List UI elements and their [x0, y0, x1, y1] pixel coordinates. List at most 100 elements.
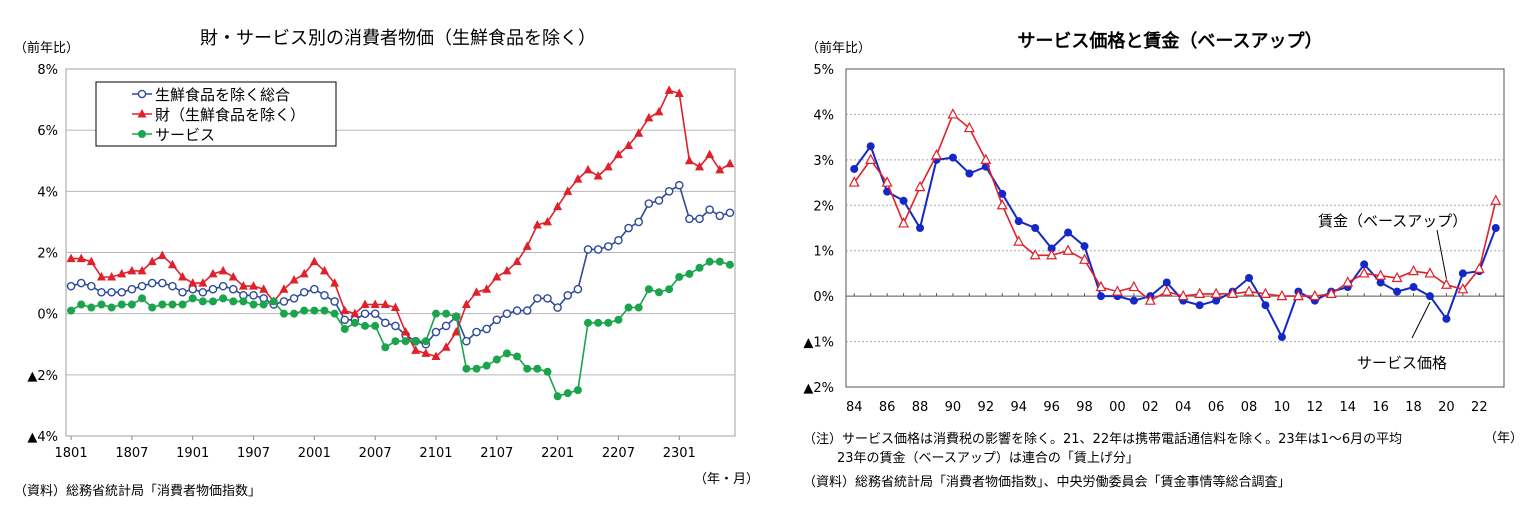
right-series-1-point	[965, 169, 974, 178]
left-series-1-point	[705, 205, 714, 214]
left-series-3-point	[502, 349, 511, 358]
left-series-3-point	[614, 315, 623, 324]
left-series-2-point	[96, 271, 106, 281]
left-series-1-point	[228, 284, 238, 294]
left-series-2-point	[401, 327, 411, 336]
left-series-2-point	[228, 271, 238, 281]
left-x-axis-label: （年・月）	[694, 472, 759, 487]
right-x-tick-label: 10	[1274, 400, 1291, 415]
right-series-1-point	[1245, 273, 1254, 282]
left-series-2-point	[634, 128, 644, 137]
left-series-2-point	[289, 275, 299, 284]
left-series-1-point	[157, 278, 167, 288]
left-series-3-point	[573, 386, 582, 395]
left-series-3-point	[77, 300, 86, 309]
right-x-tick-label: 06	[1208, 400, 1225, 415]
right-x-tick-label: 12	[1307, 400, 1324, 415]
legend-swatch-marker-2	[137, 109, 147, 118]
right-series-line-1	[853, 144, 1497, 340]
right-x-tick-label: 02	[1142, 400, 1159, 415]
left-y-tick-label: 2%	[37, 247, 58, 262]
right-series-2-point	[881, 176, 893, 187]
left-series-2-point	[431, 351, 441, 360]
left-series-2-point	[553, 201, 563, 211]
left-series-3-point	[715, 257, 724, 266]
right-x-tick-label: 98	[1076, 400, 1093, 415]
right-plot-area	[845, 68, 1505, 388]
right-series-1-point	[1277, 333, 1286, 342]
left-series-2-point	[583, 164, 593, 174]
right-series-1-point	[1360, 260, 1369, 269]
left-series-2-point	[421, 348, 431, 357]
left-series-1-point	[654, 196, 664, 205]
left-series-1-point	[97, 287, 106, 297]
left-series-3-point	[269, 297, 278, 306]
left-series-3-point	[67, 306, 76, 315]
left-series-1-point	[624, 223, 633, 233]
left-series-2-point	[613, 149, 623, 159]
right-x-tick-label: 94	[1010, 400, 1027, 415]
left-series-3-point	[350, 318, 359, 327]
left-series-3-point	[300, 306, 309, 315]
right-x-tick-label: 16	[1372, 400, 1389, 415]
left-series-3-point	[513, 352, 522, 361]
left-series-2-point	[107, 271, 117, 281]
left-series-2-point	[299, 268, 309, 278]
left-series-2-point	[350, 308, 360, 318]
left-series-2-point	[674, 88, 684, 97]
left-series-1-point	[66, 281, 76, 291]
left-series-3-point	[442, 309, 451, 318]
left-series-1-point	[563, 291, 573, 300]
right-series-1-point	[1096, 292, 1105, 301]
right-series-2-point	[1473, 262, 1485, 273]
left-series-2-point	[117, 268, 127, 278]
legend-swatch-marker-3	[138, 130, 146, 138]
left-x-tick-label: 2007	[359, 446, 392, 461]
left-series-2-point	[188, 278, 198, 287]
left-series-1-point	[310, 284, 319, 294]
right-series-2-point	[1440, 278, 1452, 289]
left-series-2-point	[593, 171, 603, 180]
right-series-2-point	[1210, 287, 1222, 298]
right-series-2-point	[865, 153, 877, 164]
right-series-1-point	[1393, 287, 1402, 296]
left-series-3-point	[421, 337, 430, 346]
left-series-1-point	[634, 217, 644, 227]
legend-swatch-marker-1	[137, 89, 147, 99]
right-series-1-point	[1080, 242, 1089, 251]
left-series-3-point	[411, 337, 420, 346]
left-series-3-point	[208, 297, 217, 306]
left-y-tick-label: ▲4%	[27, 430, 58, 445]
left-x-tick-label: 2201	[541, 446, 574, 461]
right-series-1-point	[1212, 296, 1221, 305]
right-series-2-point	[1079, 253, 1091, 264]
left-x-tick-label: 1901	[176, 446, 209, 461]
left-series-3-point	[381, 343, 390, 352]
left-series-2-point	[309, 256, 319, 266]
left-series-1-point	[168, 281, 177, 291]
left-series-2-point	[127, 265, 137, 275]
left-series-2-point	[86, 256, 96, 266]
right-x-tick-label: 84	[846, 400, 863, 415]
left-series-2-point	[208, 268, 218, 278]
right-x-tick-label: 18	[1405, 400, 1422, 415]
left-series-3-point	[584, 318, 593, 327]
right-series-2-point	[1259, 287, 1271, 298]
right-series-2-point	[1227, 287, 1239, 298]
left-series-1-point	[330, 297, 339, 306]
left-series-1-point	[198, 287, 208, 297]
left-series-1-point	[289, 294, 299, 303]
right-series-2-point	[1490, 194, 1502, 205]
left-series-1-point	[512, 306, 522, 315]
left-series-2-point	[542, 216, 552, 226]
right-x-tick-label: 04	[1175, 400, 1192, 415]
left-series-1-point	[664, 187, 674, 196]
left-series-3-point	[492, 355, 501, 364]
left-series-1-point	[593, 245, 603, 254]
left-series-1-point	[137, 281, 147, 291]
right-x-tick-label: 08	[1241, 400, 1258, 415]
left-series-3-point	[431, 309, 440, 318]
right-x-tick-label: 86	[879, 400, 896, 415]
left-series-2-point	[167, 259, 177, 269]
